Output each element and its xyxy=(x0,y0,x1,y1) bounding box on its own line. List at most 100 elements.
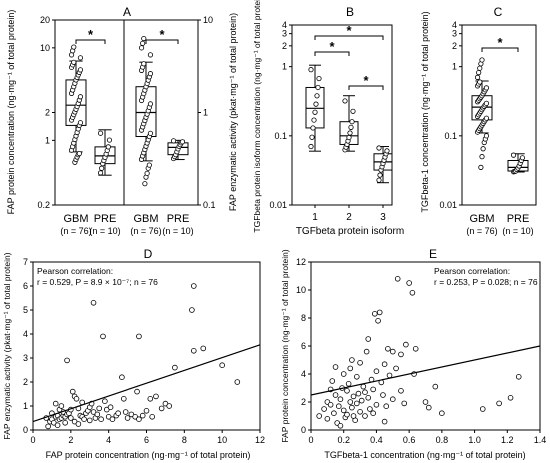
panel-e-ylabel: FAP protein concentration (ng·mg⁻¹ of to… xyxy=(280,249,290,442)
panel-b-group-0-point xyxy=(310,125,316,131)
panel-d-point xyxy=(58,403,65,409)
panel-d-ytick-label: 7 xyxy=(23,257,28,267)
panel-e-point xyxy=(327,401,334,408)
panel-d-point xyxy=(100,333,106,340)
panel-a-n-label: (n = 10) xyxy=(89,226,120,236)
panel-e-point xyxy=(439,410,445,417)
panel-c-label: C xyxy=(494,5,503,19)
panel-e-point xyxy=(360,383,367,390)
panel-d-point xyxy=(143,407,150,414)
panel-b-sig-1-star: * xyxy=(329,39,335,54)
panel-d-point xyxy=(52,400,59,407)
panel-e-point xyxy=(349,357,355,363)
panel-e-point xyxy=(422,399,429,405)
panel-e-point xyxy=(375,317,381,324)
panel-b-ytick-label: 4 xyxy=(282,20,287,30)
panel-d-point xyxy=(90,299,97,306)
panel-a-group-1-point xyxy=(106,137,113,143)
panel-b-category: 3 xyxy=(380,212,386,223)
panel-e-point xyxy=(365,394,372,401)
panel-a-ytick-right-label: 10 xyxy=(203,15,213,25)
panel-e-ytick-label: 6 xyxy=(301,341,306,351)
panel-b-sig-2-bracket xyxy=(314,35,384,40)
panel-d-annotation-1: Pearson correlation: xyxy=(37,266,113,276)
panel-d-point xyxy=(136,333,142,340)
panel-a-ytick-label: 0.2 xyxy=(37,200,50,210)
panel-e-point xyxy=(389,348,396,355)
panel-e-point xyxy=(345,380,352,387)
panel-a-ytick-label: 20 xyxy=(40,15,50,25)
panel-a-ytick-label: 2 xyxy=(45,108,50,118)
panel-e-point xyxy=(336,403,342,410)
panel-e-point xyxy=(353,373,360,380)
panel-e-point xyxy=(362,389,368,396)
panel-d-ytick-label: 0 xyxy=(23,425,28,435)
panel-a-group-2-point xyxy=(147,52,154,58)
panel-e-point xyxy=(321,406,327,412)
panel-d-point xyxy=(68,415,74,421)
panel-e-point xyxy=(412,345,419,352)
panel-c-ytick-label: 4 xyxy=(452,20,457,30)
panel-a-group-0-point xyxy=(77,55,84,61)
panel-d-point xyxy=(102,398,108,405)
panel-e-point xyxy=(358,397,365,404)
panel-c-group-0-point xyxy=(479,57,485,63)
panel-d-point xyxy=(158,405,165,412)
panel-e-xtick-label: 0.8 xyxy=(436,435,449,445)
panel-d-point xyxy=(81,416,87,423)
panel-d-ytick-label: 4 xyxy=(23,329,28,339)
panel-b-group-2-point xyxy=(376,177,382,183)
panel-a-category: PRE xyxy=(94,213,117,225)
panel-c-group-0-point xyxy=(477,79,483,85)
panel-a-sig-1-star: * xyxy=(88,27,94,42)
panel-e-point xyxy=(350,413,357,419)
panel-d-point xyxy=(94,411,101,418)
panel-d-point xyxy=(69,388,76,395)
panel-b-sig-3-bracket xyxy=(348,85,384,90)
panel-a-sig-2-bracket xyxy=(145,39,179,44)
panel-e-point xyxy=(324,415,331,422)
panel-c-ytick-label: 1 xyxy=(452,62,457,72)
panel-a-group-0-point xyxy=(76,150,82,157)
panel-a-group-2-point xyxy=(147,101,154,107)
panel-e-xtick-label: 0 xyxy=(308,435,313,445)
panel-a-group-0-point xyxy=(71,44,77,50)
panel-d-annotation-2: r = 0.529, P = 8.9 × 10⁻⁷; n = 76 xyxy=(37,277,158,287)
panel-b-frame xyxy=(291,24,393,206)
panel-e-point xyxy=(393,365,399,372)
panel-d-xtick-label: 12 xyxy=(255,435,265,445)
panel-c-group-0-point xyxy=(483,115,490,121)
panel-e-point xyxy=(337,396,344,403)
panel-e-annotation-1: Pearson correlation: xyxy=(434,266,510,276)
panel-d-ytick-label: 1 xyxy=(23,401,28,411)
panel-e-point xyxy=(381,418,388,425)
panel-b-group-0-point xyxy=(311,117,317,123)
panel-b-sig-1-bracket xyxy=(314,51,350,56)
panel-b-sig-3-star: * xyxy=(363,73,369,88)
panel-a-group-3-point xyxy=(170,138,177,144)
panel-c-group-0-point xyxy=(476,70,482,76)
panel-b-group-0-point xyxy=(313,101,319,107)
panel-d-point xyxy=(62,419,68,426)
panel-d-ytick-label: 5 xyxy=(23,305,28,315)
panel-b-group-2-point xyxy=(376,145,382,151)
panel-b-category: 1 xyxy=(312,212,318,223)
panel-b-group-1-point xyxy=(349,119,355,125)
panel-e-point xyxy=(344,387,350,394)
panel-a-group-2-point xyxy=(144,170,150,176)
panel-d-point xyxy=(149,413,155,420)
panel-a-sig-1-bracket xyxy=(75,39,106,44)
panel-a-group-0-point xyxy=(77,94,84,100)
panel-b-group-0-point xyxy=(314,93,320,99)
panel-d-xtick-label: 6 xyxy=(144,435,149,445)
panel-e-point xyxy=(389,396,396,403)
panel-d-point xyxy=(109,416,116,423)
panel-e-point xyxy=(373,401,380,408)
panel-c-ytick-label: 0.01 xyxy=(439,200,457,210)
panel-a-group-3-point xyxy=(179,139,186,145)
panel-c-group-0-point xyxy=(477,65,483,71)
panel-e-point xyxy=(507,394,514,401)
panel-e-xtick-label: 0.4 xyxy=(370,435,383,445)
panel-b-ytick-label: 0.01 xyxy=(269,200,287,210)
panel-e-point xyxy=(398,351,404,358)
